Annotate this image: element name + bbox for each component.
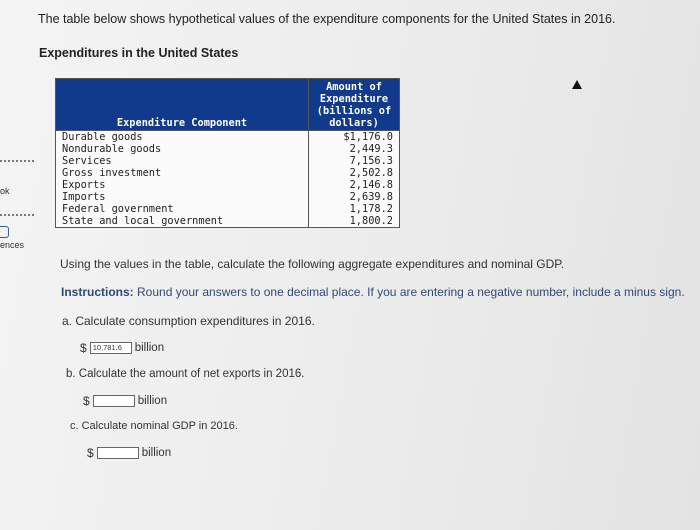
table-row: Federal government 1,178.2 bbox=[55, 203, 400, 215]
sidebar-partial-item[interactable]: ok bbox=[0, 160, 34, 216]
question-c: c. Calculate nominal GDP in 2016. bbox=[70, 420, 238, 432]
table-row: Imports 2,639.8 bbox=[55, 191, 400, 203]
dollar-sign: $ bbox=[83, 394, 90, 408]
component-cell: Federal government bbox=[55, 203, 309, 215]
component-cell: Durable goods bbox=[55, 130, 309, 143]
amount-cell: 2,502.8 bbox=[308, 167, 400, 179]
question-a: a. Calculate consumption expenditures in… bbox=[62, 314, 315, 328]
answer-c-input[interactable] bbox=[96, 447, 139, 459]
question-intro: Using the values in the table, calculate… bbox=[60, 257, 565, 271]
table-row: Exports 2,146.8 bbox=[55, 179, 400, 191]
left-sidebar-edge bbox=[0, 0, 22, 530]
table-row: Durable goods $1,176.0 bbox=[55, 130, 400, 143]
intro-text: The table below shows hypothetical value… bbox=[38, 12, 616, 26]
component-cell: Nondurable goods bbox=[55, 143, 309, 155]
unit-label: billion bbox=[134, 342, 165, 354]
question-b: b. Calculate the amount of net exports i… bbox=[66, 368, 305, 380]
dollar-sign: $ bbox=[87, 446, 94, 460]
component-cell: State and local government bbox=[55, 215, 309, 228]
answer-c-row: $ billion bbox=[87, 446, 171, 460]
unit-label: billion bbox=[137, 395, 168, 407]
component-cell: Gross investment bbox=[55, 167, 309, 179]
column-header-component: Expenditure Component bbox=[55, 78, 309, 131]
sidebar-partial-label: ok bbox=[0, 186, 10, 196]
answer-a-input[interactable]: 10,781.6 bbox=[89, 342, 132, 354]
table-row: State and local government 1,800.2 bbox=[55, 215, 400, 228]
answer-b-input[interactable] bbox=[92, 395, 135, 407]
table-heading: Expenditures in the United States bbox=[39, 46, 239, 60]
instructions: Instructions: Round your answers to one … bbox=[61, 285, 685, 299]
instructions-text: Round your answers to one decimal place.… bbox=[133, 285, 685, 299]
answer-a-row: $ 10,781.6 billion bbox=[80, 341, 164, 355]
table-row: Gross investment 2,502.8 bbox=[55, 167, 400, 179]
table-row: Services 7,156.3 bbox=[55, 155, 400, 167]
instructions-label: Instructions: bbox=[61, 285, 134, 299]
amount-cell: 2,639.8 bbox=[308, 191, 400, 203]
amount-cell: 2,146.8 bbox=[308, 179, 400, 191]
dollar-sign: $ bbox=[80, 341, 87, 355]
amount-cell: 2,449.3 bbox=[308, 143, 400, 155]
table-row: Nondurable goods 2,449.3 bbox=[55, 143, 400, 155]
expenditure-table: Expenditure Component Amount of Expendit… bbox=[55, 78, 400, 228]
unit-label: billion bbox=[141, 447, 172, 459]
amount-cell: 1,178.2 bbox=[308, 203, 400, 215]
amount-cell: $1,176.0 bbox=[308, 130, 400, 143]
amount-cell: 1,800.2 bbox=[308, 215, 400, 228]
component-cell: Services bbox=[55, 155, 309, 167]
amount-cell: 7,156.3 bbox=[308, 155, 400, 167]
references-icon bbox=[0, 226, 9, 238]
component-cell: Imports bbox=[55, 191, 309, 203]
column-header-amount: Amount of Expenditure (billions of dolla… bbox=[308, 78, 400, 131]
mouse-cursor-icon bbox=[572, 80, 582, 89]
component-cell: Exports bbox=[55, 179, 309, 191]
answer-b-row: $ billion bbox=[83, 394, 167, 408]
sidebar-partial-label-2: ences bbox=[0, 240, 25, 250]
